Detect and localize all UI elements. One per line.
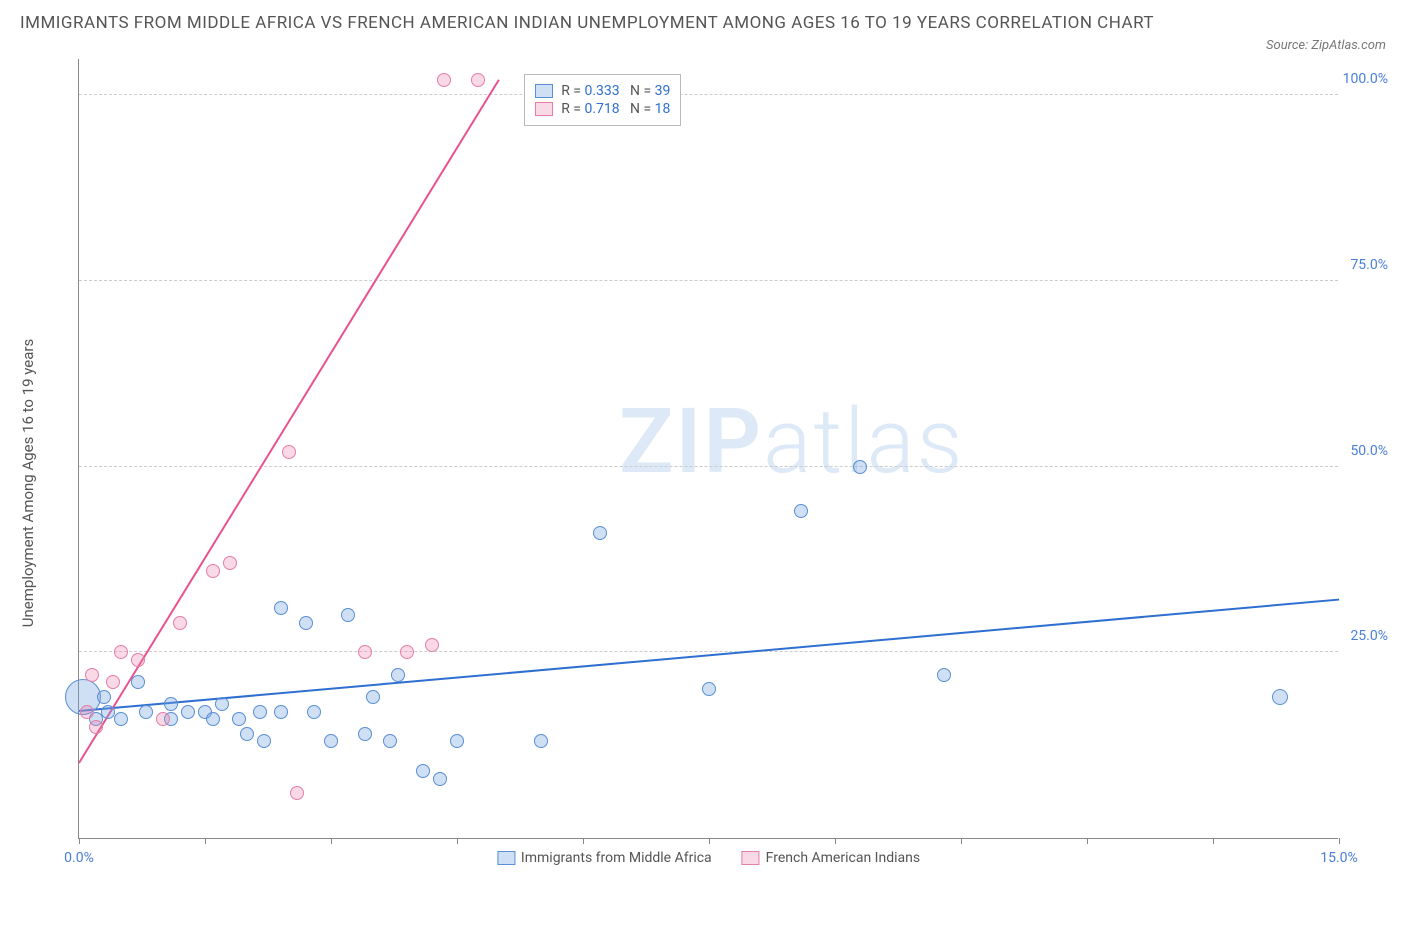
scatter-point	[274, 601, 288, 615]
scatter-point	[206, 564, 220, 578]
scatter-point	[80, 705, 94, 719]
scatter-point	[471, 73, 485, 87]
x-tick-label: 0.0%	[64, 850, 94, 866]
watermark-atlas: atlas	[763, 389, 964, 494]
legend-label: French American Indians	[766, 850, 920, 866]
scatter-point	[114, 712, 128, 726]
scatter-point	[358, 727, 372, 741]
y-tick-label: 25.0%	[1350, 628, 1388, 644]
scatter-point	[290, 786, 304, 800]
scatter-point	[324, 734, 338, 748]
legend-swatch	[535, 102, 553, 116]
scatter-point	[240, 727, 254, 741]
scatter-point	[131, 653, 145, 667]
legend-swatch	[742, 851, 760, 865]
scatter-point	[341, 608, 355, 622]
scatter-point	[181, 705, 195, 719]
gridline-horizontal	[79, 94, 1338, 95]
scatter-point	[139, 705, 153, 719]
y-tick-label: 75.0%	[1350, 257, 1388, 273]
x-tick	[1087, 838, 1088, 844]
scatter-point	[106, 675, 120, 689]
scatter-point	[131, 675, 145, 689]
legend-swatch	[497, 851, 515, 865]
legend-item: Immigrants from Middle Africa	[497, 850, 712, 866]
x-tick-label: 15.0%	[1320, 850, 1358, 866]
x-tick	[331, 838, 332, 844]
scatter-point	[433, 772, 447, 786]
correlation-legend: R = 0.333 N = 39 R = 0.718 N = 18	[524, 74, 681, 126]
plot-area: ZIPatlas 25.0%50.0%75.0%100.0%0.0%15.0%R…	[78, 59, 1338, 839]
x-tick	[961, 838, 962, 844]
scatter-point	[307, 705, 321, 719]
gridline-horizontal	[79, 651, 1338, 652]
watermark: ZIPatlas	[619, 389, 964, 494]
scatter-point	[383, 734, 397, 748]
scatter-point	[937, 668, 951, 682]
x-tick	[1339, 838, 1340, 844]
y-tick-label: 50.0%	[1350, 443, 1388, 459]
scatter-point	[425, 638, 439, 652]
scatter-point	[416, 764, 430, 778]
scatter-point	[391, 668, 405, 682]
legend-row: R = 0.333 N = 39	[535, 83, 670, 99]
scatter-point	[173, 616, 187, 630]
scatter-point	[366, 690, 380, 704]
y-axis-label: Unemployment Among Ages 16 to 19 years	[19, 339, 37, 627]
scatter-point	[299, 616, 313, 630]
legend-item: French American Indians	[742, 850, 920, 866]
watermark-zip: ZIP	[619, 389, 763, 494]
series-legend: Immigrants from Middle Africa French Amer…	[497, 850, 920, 866]
legend-swatch	[535, 84, 553, 98]
scatter-point	[232, 712, 246, 726]
scatter-point	[853, 460, 867, 474]
scatter-point	[206, 712, 220, 726]
x-tick	[709, 838, 710, 844]
scatter-point	[593, 526, 607, 540]
x-tick	[457, 838, 458, 844]
chart-container: Unemployment Among Ages 16 to 19 years Z…	[20, 59, 1386, 889]
header: IMMIGRANTS FROM MIDDLE AFRICA VS FRENCH …	[20, 10, 1386, 53]
x-tick	[583, 838, 584, 844]
scatter-point	[85, 668, 99, 682]
source-attribution: Source: ZipAtlas.com	[1266, 38, 1386, 53]
scatter-point	[257, 734, 271, 748]
scatter-point	[274, 705, 288, 719]
scatter-point	[223, 556, 237, 570]
scatter-point	[215, 697, 229, 711]
scatter-point	[89, 720, 103, 734]
x-tick	[205, 838, 206, 844]
x-tick	[1213, 838, 1214, 844]
scatter-point	[400, 645, 414, 659]
scatter-point	[156, 712, 170, 726]
scatter-point	[534, 734, 548, 748]
scatter-point	[164, 697, 178, 711]
scatter-point	[450, 734, 464, 748]
scatter-point	[1272, 689, 1288, 705]
scatter-point	[794, 504, 808, 518]
gridline-horizontal	[79, 466, 1338, 467]
scatter-point	[97, 690, 111, 704]
scatter-point	[114, 645, 128, 659]
scatter-point	[437, 73, 451, 87]
legend-row: R = 0.718 N = 18	[535, 101, 670, 117]
scatter-point	[702, 682, 716, 696]
chart-title: IMMIGRANTS FROM MIDDLE AFRICA VS FRENCH …	[20, 10, 1154, 37]
legend-stats: R = 0.718 N = 18	[561, 101, 670, 117]
scatter-point	[282, 445, 296, 459]
x-tick	[79, 838, 80, 844]
x-tick	[835, 838, 836, 844]
scatter-point	[358, 645, 372, 659]
legend-stats: R = 0.333 N = 39	[561, 83, 670, 99]
y-tick-label: 100.0%	[1343, 71, 1388, 87]
scatter-point	[253, 705, 267, 719]
gridline-horizontal	[79, 280, 1338, 281]
legend-label: Immigrants from Middle Africa	[521, 850, 712, 866]
